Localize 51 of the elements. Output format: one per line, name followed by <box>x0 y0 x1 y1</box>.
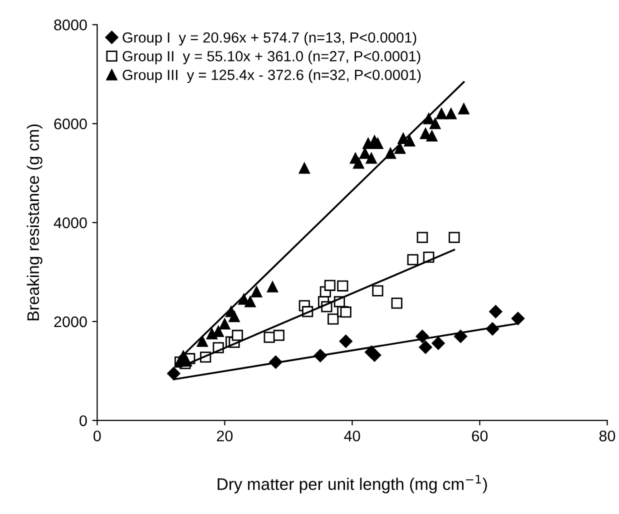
point <box>266 281 278 292</box>
point <box>445 108 457 120</box>
point <box>368 348 382 362</box>
point <box>511 312 525 326</box>
point <box>391 298 402 309</box>
point <box>458 103 470 114</box>
point <box>167 366 180 380</box>
point <box>366 152 377 164</box>
point <box>418 340 432 354</box>
x-tick-label: 0 <box>94 430 101 442</box>
point <box>432 336 445 350</box>
legend-label: Group II y = 55.10x + 361.0 (n=27, P<0.0001) <box>122 50 420 64</box>
point <box>404 135 416 146</box>
x-tick-label: 20 <box>216 430 233 442</box>
point <box>426 130 438 142</box>
point <box>337 280 348 292</box>
point <box>298 162 310 174</box>
point <box>489 305 502 318</box>
point <box>196 336 208 347</box>
y-tick-label: 4000 <box>54 217 87 228</box>
y-tick-label: 2000 <box>54 316 87 328</box>
y-tick-label: 0 <box>80 415 87 426</box>
x-axis-title: Dry matter per unit length (mg cm$^{−1}$) <box>218 474 487 494</box>
y-axis-title: Breaking resistance (g cm) <box>26 124 42 320</box>
point <box>251 286 262 298</box>
point <box>353 158 364 169</box>
x-tick-label: 60 <box>472 430 488 442</box>
point <box>328 313 339 325</box>
point <box>407 254 418 266</box>
point <box>232 330 244 341</box>
point <box>430 118 441 130</box>
x-tick-label: 80 <box>599 430 616 442</box>
point <box>436 108 448 120</box>
point <box>219 318 230 330</box>
y-tick-label: 8000 <box>54 20 87 30</box>
point <box>359 148 371 159</box>
point <box>448 232 460 243</box>
point <box>340 306 352 318</box>
legend-label: Group III y = 125.4x - 372.6 (n=32, P<0.0001) <box>122 69 421 83</box>
legend-label: Group I y = 20.96x + 574.7 (n=13, P<0.0001) <box>122 32 416 46</box>
point <box>372 138 384 149</box>
point <box>244 296 256 308</box>
point <box>372 285 384 296</box>
point <box>324 280 336 291</box>
point <box>339 334 352 348</box>
x-tick-label: 40 <box>344 430 360 442</box>
point <box>394 142 406 154</box>
point <box>228 311 240 322</box>
point <box>273 330 284 341</box>
y-tick-label: 6000 <box>54 118 87 130</box>
point <box>416 232 428 243</box>
